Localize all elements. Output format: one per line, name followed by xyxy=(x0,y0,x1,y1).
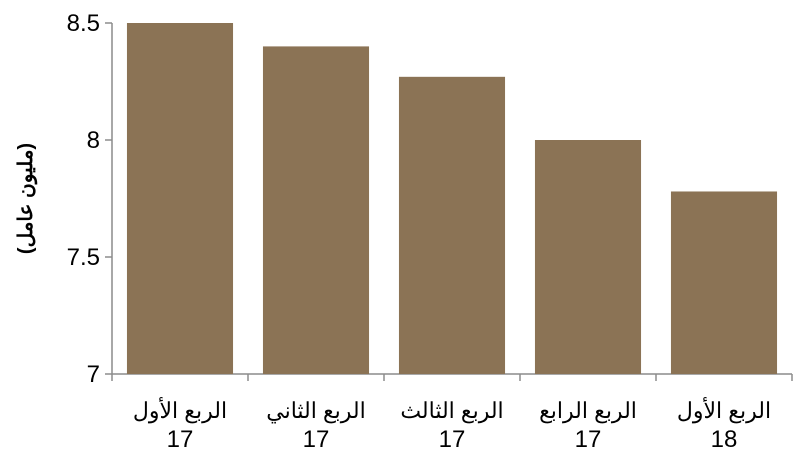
x-category-sublabel: 17 xyxy=(303,426,330,453)
y-tick-label: 7 xyxy=(87,361,100,388)
bar xyxy=(670,191,778,374)
y-tick-label: 8.5 xyxy=(67,10,100,37)
x-category-label: الربع الأول xyxy=(133,396,227,424)
x-category-label: الربع الأول xyxy=(677,396,771,424)
y-axis-label: (مليون عامل) xyxy=(15,143,38,254)
bar xyxy=(126,23,234,374)
bar xyxy=(398,76,506,374)
x-category-sublabel: 18 xyxy=(711,426,738,453)
x-category-label: الربع الثالث xyxy=(400,398,503,424)
bars xyxy=(126,23,778,375)
bar xyxy=(262,46,370,375)
x-category-label: الربع الثاني xyxy=(266,398,366,424)
bar xyxy=(534,140,642,374)
y-tick-label: 7.5 xyxy=(67,244,100,271)
y-tick-label: 8 xyxy=(87,127,100,154)
x-category-sublabel: 17 xyxy=(575,426,602,453)
x-category-sublabel: 17 xyxy=(439,426,466,453)
x-category-sublabel: 17 xyxy=(167,426,194,453)
x-category-label: الربع الرابع xyxy=(539,398,637,424)
